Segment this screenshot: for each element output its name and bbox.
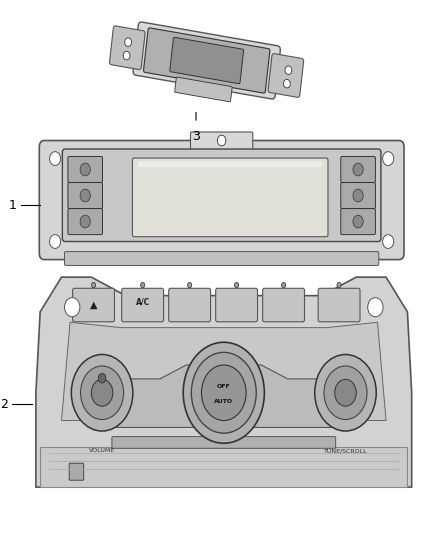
- Circle shape: [92, 282, 95, 288]
- Text: A/C: A/C: [135, 298, 150, 307]
- Circle shape: [191, 352, 256, 433]
- Circle shape: [141, 282, 145, 288]
- FancyBboxPatch shape: [133, 22, 280, 99]
- FancyBboxPatch shape: [112, 437, 336, 448]
- Circle shape: [183, 342, 265, 443]
- Circle shape: [49, 152, 60, 165]
- FancyBboxPatch shape: [68, 182, 102, 208]
- FancyBboxPatch shape: [169, 288, 211, 322]
- Circle shape: [49, 235, 60, 248]
- FancyBboxPatch shape: [69, 463, 84, 480]
- Circle shape: [81, 366, 124, 419]
- Circle shape: [201, 365, 246, 421]
- FancyBboxPatch shape: [175, 77, 232, 102]
- Circle shape: [315, 354, 376, 431]
- Circle shape: [217, 135, 226, 146]
- Circle shape: [283, 79, 290, 88]
- Circle shape: [337, 282, 341, 288]
- Circle shape: [64, 297, 80, 317]
- Circle shape: [80, 215, 90, 228]
- Text: TUNE/SCROLL: TUNE/SCROLL: [324, 448, 367, 453]
- FancyBboxPatch shape: [263, 288, 304, 322]
- Circle shape: [125, 38, 131, 46]
- Circle shape: [353, 163, 363, 176]
- Bar: [40, 447, 407, 487]
- FancyBboxPatch shape: [170, 37, 244, 84]
- Text: AUTO: AUTO: [214, 399, 233, 405]
- FancyBboxPatch shape: [138, 162, 322, 167]
- FancyBboxPatch shape: [73, 288, 114, 322]
- Circle shape: [187, 282, 192, 288]
- FancyBboxPatch shape: [64, 252, 379, 265]
- Circle shape: [98, 374, 106, 383]
- Circle shape: [80, 163, 90, 176]
- FancyBboxPatch shape: [132, 158, 328, 237]
- Circle shape: [353, 189, 363, 202]
- Circle shape: [234, 282, 239, 288]
- FancyBboxPatch shape: [341, 182, 375, 208]
- Circle shape: [282, 282, 286, 288]
- FancyBboxPatch shape: [62, 149, 381, 241]
- Circle shape: [353, 215, 363, 228]
- Polygon shape: [36, 277, 412, 487]
- Text: OFF: OFF: [217, 384, 231, 389]
- Text: 2: 2: [0, 398, 8, 411]
- Polygon shape: [87, 365, 360, 427]
- Text: ▲: ▲: [90, 300, 97, 310]
- Text: 1: 1: [9, 199, 17, 212]
- FancyBboxPatch shape: [341, 157, 375, 182]
- Circle shape: [367, 297, 383, 317]
- Circle shape: [80, 189, 90, 202]
- FancyBboxPatch shape: [110, 26, 145, 70]
- FancyBboxPatch shape: [318, 288, 360, 322]
- FancyBboxPatch shape: [39, 141, 404, 260]
- Circle shape: [335, 379, 356, 406]
- FancyBboxPatch shape: [191, 132, 253, 151]
- Polygon shape: [61, 322, 386, 421]
- Text: VOLUME: VOLUME: [89, 448, 115, 453]
- Circle shape: [71, 354, 133, 431]
- Circle shape: [324, 366, 367, 419]
- Circle shape: [383, 235, 394, 248]
- FancyBboxPatch shape: [68, 208, 102, 235]
- Circle shape: [383, 152, 394, 165]
- FancyBboxPatch shape: [268, 54, 304, 98]
- FancyBboxPatch shape: [341, 208, 375, 235]
- Circle shape: [285, 66, 292, 75]
- FancyBboxPatch shape: [215, 288, 258, 322]
- Text: 3: 3: [192, 130, 200, 143]
- FancyBboxPatch shape: [122, 288, 163, 322]
- Circle shape: [91, 379, 113, 406]
- Circle shape: [123, 51, 130, 60]
- FancyBboxPatch shape: [68, 157, 102, 182]
- FancyBboxPatch shape: [144, 28, 270, 93]
